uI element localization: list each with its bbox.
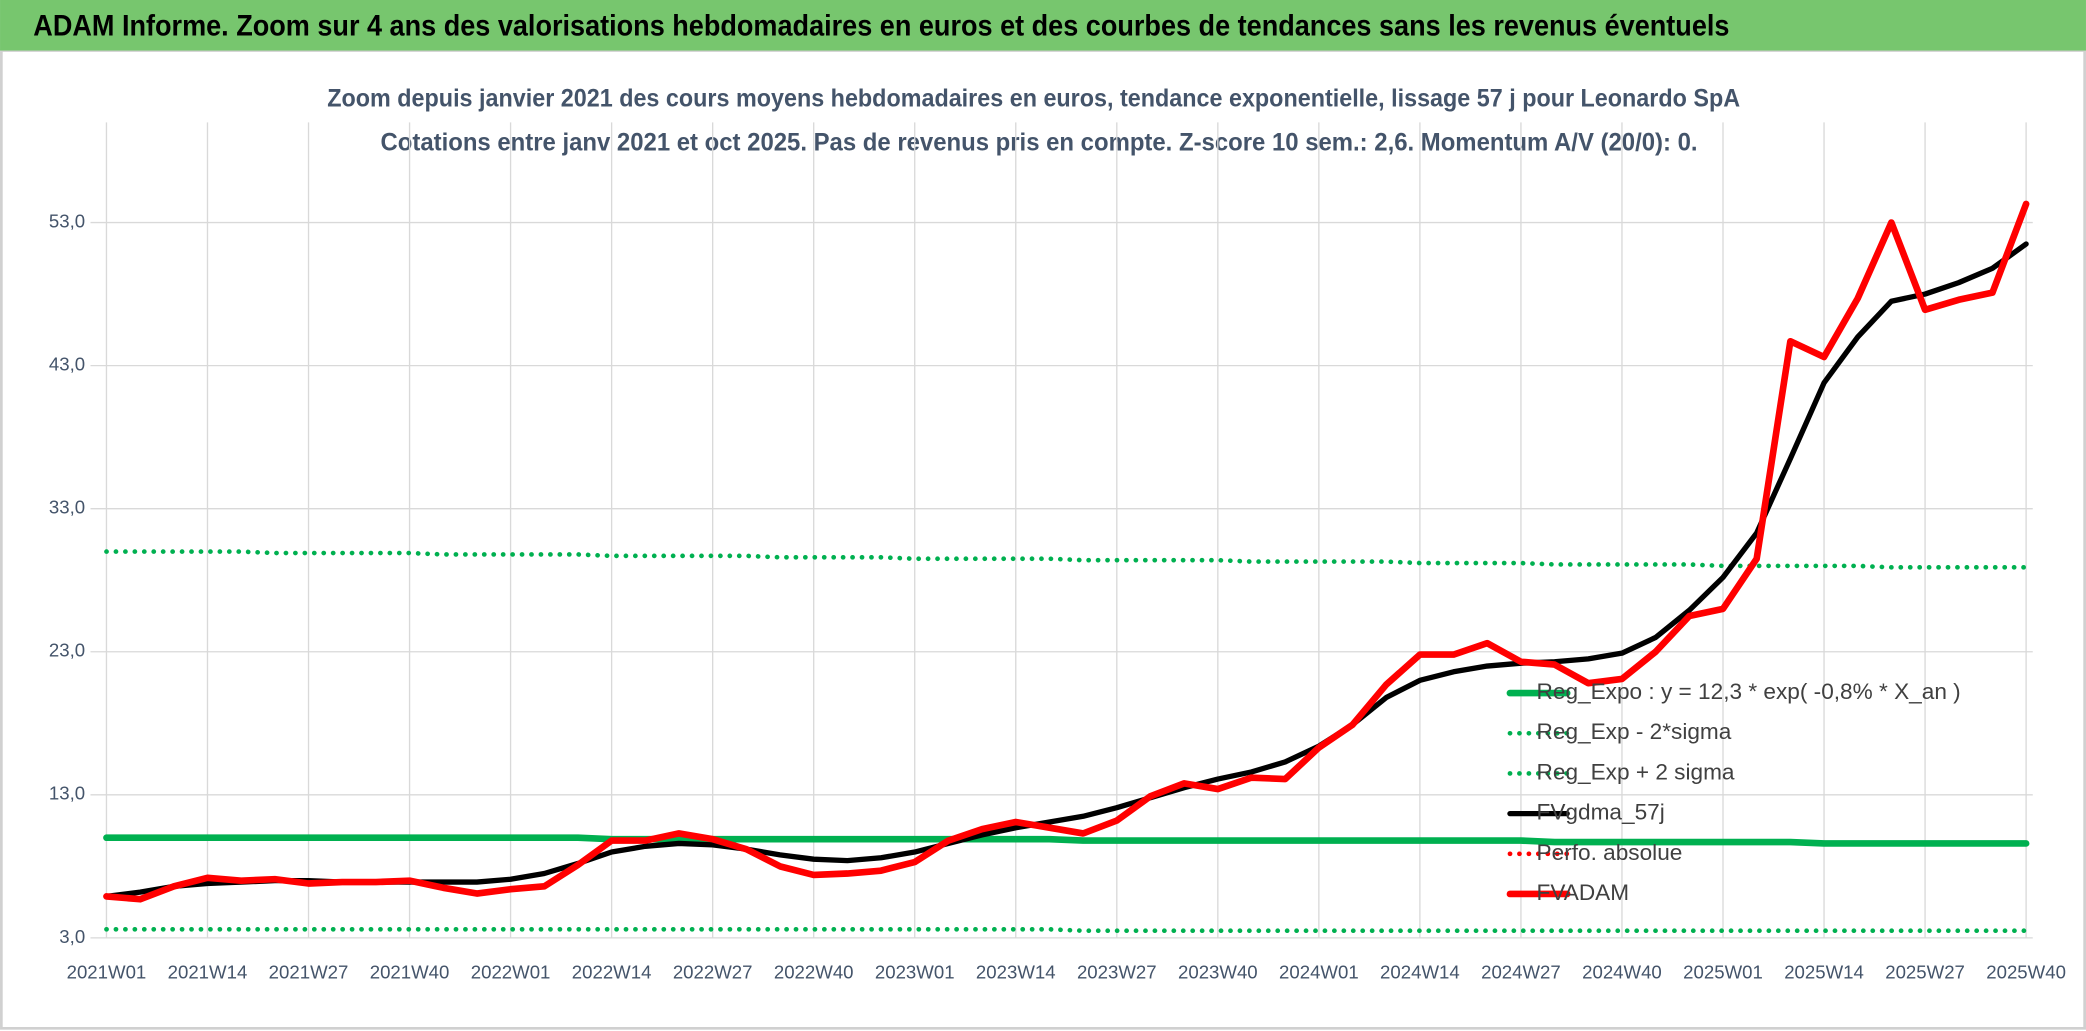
legend: Reg_Expo : y = 12,3 * exp( -0,8% * X_an … bbox=[1506, 679, 1961, 905]
x-tick-label: 2025W14 bbox=[1784, 962, 1864, 983]
x-tick-label: 2022W40 bbox=[774, 962, 854, 983]
legend-label: Perfo. absolue bbox=[1537, 840, 1683, 865]
y-tick-label: 3,0 bbox=[59, 926, 85, 947]
series-line bbox=[104, 926, 2029, 934]
x-tick-label: 2022W01 bbox=[471, 962, 551, 983]
chart-subtitle: Cotations entre janv 2021 et oct 2025. P… bbox=[380, 128, 1697, 156]
x-tick-label: 2024W27 bbox=[1481, 962, 1561, 983]
y-tick-label: 43,0 bbox=[49, 354, 85, 375]
x-tick-label: 2023W01 bbox=[875, 962, 955, 983]
x-tick-label: 2023W27 bbox=[1077, 962, 1157, 983]
chart-title: Zoom depuis janvier 2021 des cours moyen… bbox=[327, 84, 1740, 112]
x-tick-label: 2022W27 bbox=[673, 962, 753, 983]
series-line bbox=[104, 549, 2029, 570]
header-title: ADAM Informe. Zoom sur 4 ans des valoris… bbox=[33, 11, 1729, 43]
x-tick-label: 2025W40 bbox=[1986, 962, 2066, 983]
y-tick-label: 53,0 bbox=[49, 210, 85, 231]
x-tick-label: 2023W40 bbox=[1178, 962, 1258, 983]
x-tick-label: 2024W14 bbox=[1380, 962, 1460, 983]
y-tick-label: 33,0 bbox=[49, 497, 85, 518]
legend-label: FVADAM bbox=[1537, 880, 1630, 905]
plot-lines bbox=[103, 200, 2030, 934]
x-tick-label: 2021W27 bbox=[269, 962, 349, 983]
x-tick-label: 2021W01 bbox=[67, 962, 147, 983]
legend-label: Reg_Exp - 2*sigma bbox=[1537, 719, 1732, 744]
legend-label: Reg_Exp + 2 sigma bbox=[1537, 759, 1735, 784]
grid: 3,0 13,0 23,0 33,0 43,0 53,0 2021W01 2021W14 202… bbox=[49, 122, 2066, 983]
header-bar bbox=[0, 0, 2086, 51]
x-tick-label: 2024W40 bbox=[1582, 962, 1662, 983]
x-tick-label: 2022W14 bbox=[572, 962, 652, 983]
x-tick-label: 2023W14 bbox=[976, 962, 1056, 983]
x-tick-label: 2024W01 bbox=[1279, 962, 1359, 983]
x-tick-label: 2025W01 bbox=[1683, 962, 1763, 983]
x-tick-label: 2025W27 bbox=[1885, 962, 1965, 983]
y-tick-label: 13,0 bbox=[49, 783, 85, 804]
legend-label: FVgdma_57j bbox=[1537, 800, 1665, 825]
x-tick-label: 2021W14 bbox=[168, 962, 248, 983]
y-tick-label: 23,0 bbox=[49, 640, 85, 661]
legend-label: Reg_Expo : y = 12,3 * exp( -0,8% * X_an … bbox=[1537, 679, 1961, 704]
x-tick-label: 2021W40 bbox=[370, 962, 450, 983]
series-line bbox=[103, 200, 2030, 903]
series-line bbox=[103, 834, 2030, 847]
